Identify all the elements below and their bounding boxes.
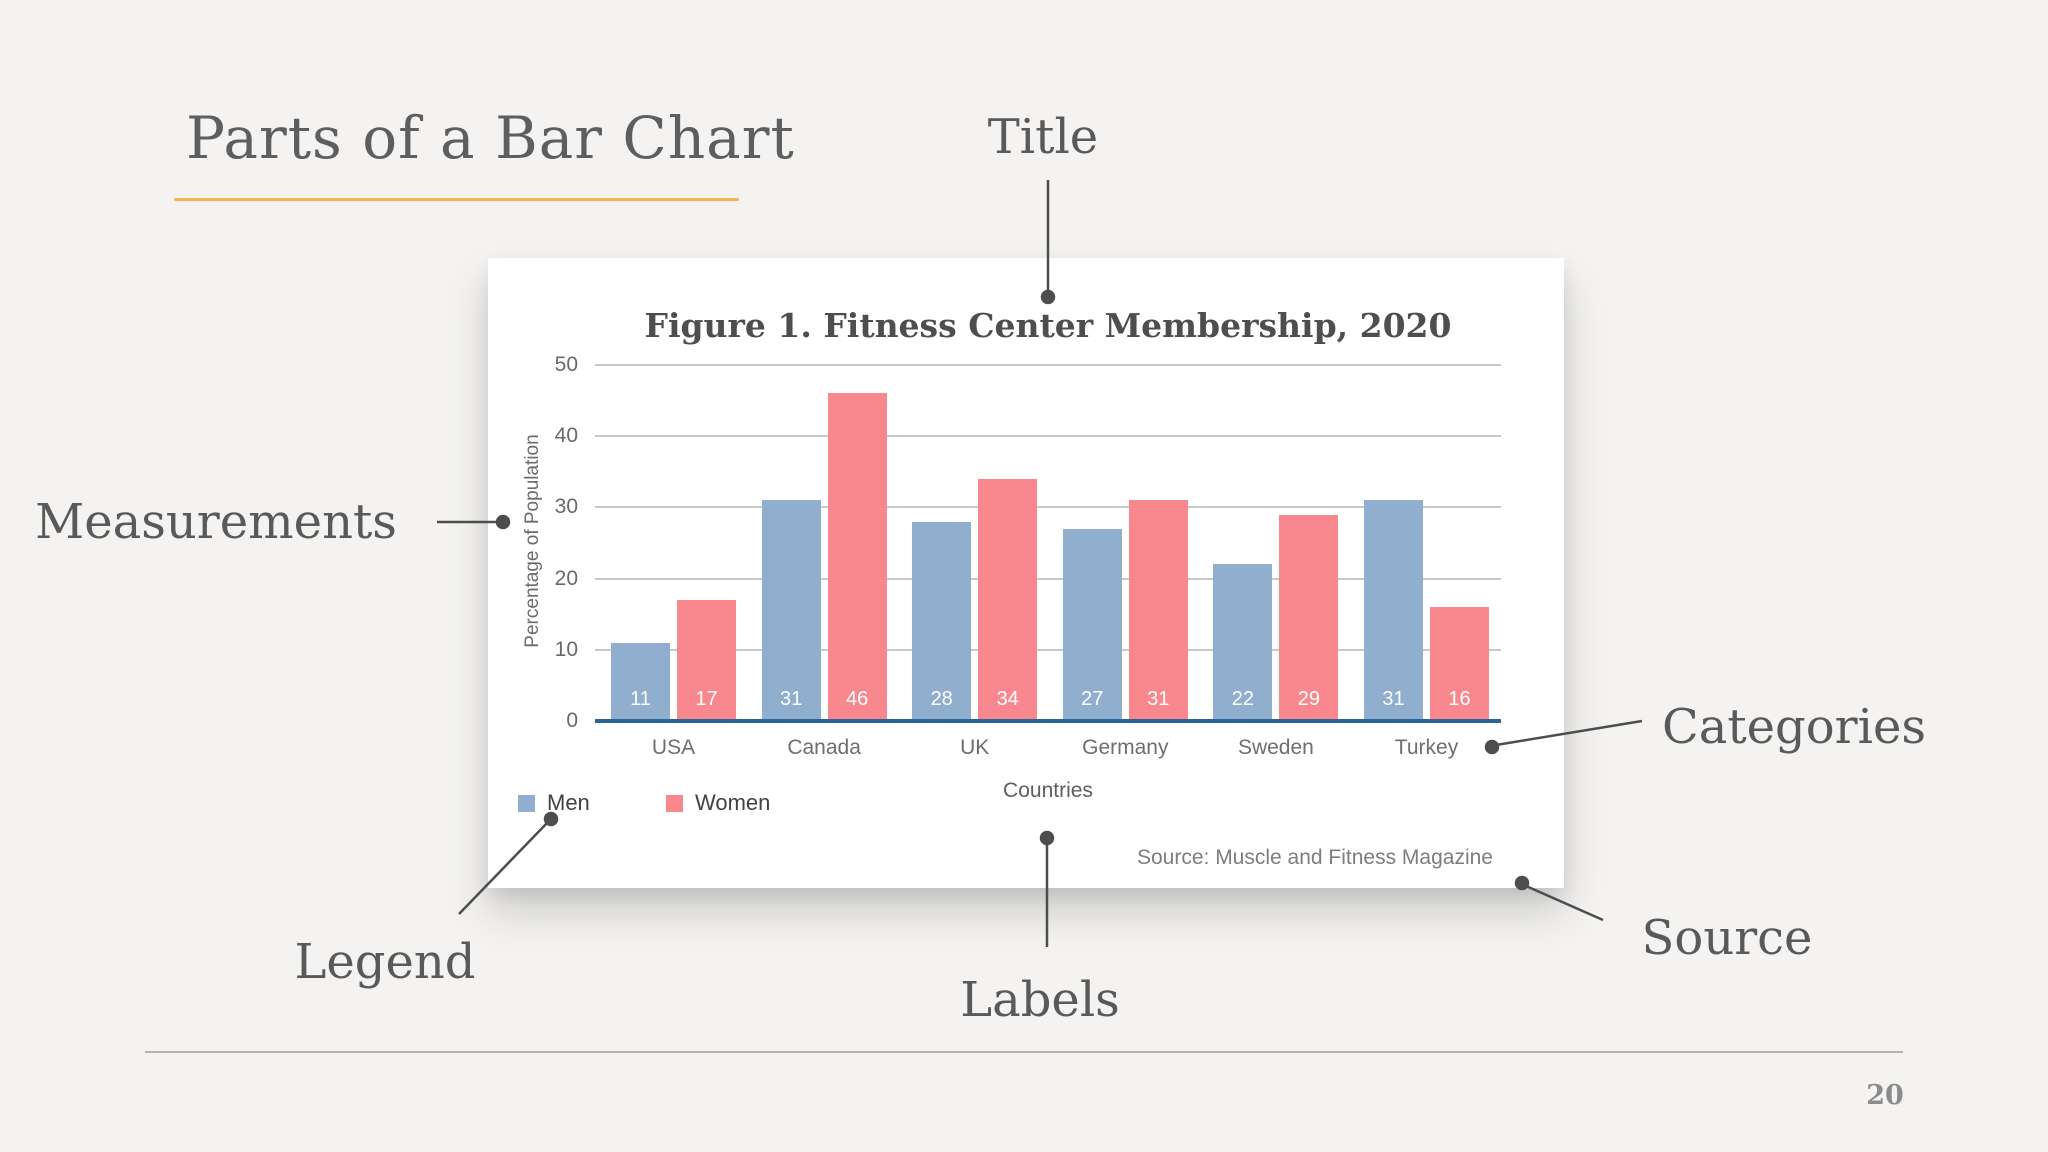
y-tick-label: 10	[554, 637, 578, 661]
bar-value-label: 31	[1147, 688, 1170, 710]
legend-label: Women	[695, 790, 771, 815]
category-label-turkey: Turkey	[1394, 736, 1459, 759]
bar-men-sweden	[1213, 564, 1273, 721]
category-label-germany: Germany	[1082, 736, 1169, 759]
legend-label: Men	[547, 790, 590, 815]
category-label-canada: Canada	[787, 736, 861, 759]
legend-item-men: Men	[518, 790, 590, 816]
chart-title: Figure 1. Fitness Center Membership, 202…	[644, 306, 1452, 345]
plot-area: 0 10 20 30 40 50 11 31 28 27 22 31 17 46 34 31 29 16 USA Ca…	[488, 258, 1564, 888]
source-note: Source: Muscle and Fitness Magazine	[1136, 846, 1493, 869]
bar-value-label: 22	[1231, 688, 1255, 710]
bar-men-turkey	[1364, 500, 1423, 721]
bar-value-label: 46	[845, 688, 869, 710]
legend-swatch-women	[666, 794, 683, 812]
bar-women-uk	[978, 478, 1038, 721]
x-axis-title: Countries	[1003, 779, 1093, 802]
bar-value-label: 17	[695, 688, 718, 710]
gridline	[595, 648, 1501, 651]
y-tick-label: 30	[554, 495, 578, 519]
bar-men-usa	[611, 642, 670, 721]
callout-source: Source	[1641, 910, 1813, 966]
y-tick-label: 50	[554, 353, 578, 376]
bar-value-label: 34	[996, 688, 1019, 710]
legend-item-women: Women	[666, 790, 770, 816]
callout-title: Title	[987, 109, 1099, 165]
bar-men-germany	[1062, 528, 1122, 721]
gridline	[595, 506, 1501, 509]
bar-men-canada	[761, 500, 821, 721]
bar-women-canada	[827, 393, 887, 721]
bar-value-label: 27	[1081, 688, 1104, 710]
bar-women-germany	[1128, 500, 1188, 721]
callout-measurements: Measurements	[35, 494, 397, 550]
bar-women-turkey	[1430, 607, 1489, 721]
chart-card: Figure 1. Fitness Center Membership, 202…	[488, 258, 1564, 888]
gridline	[595, 577, 1501, 580]
category-label-uk: UK	[960, 736, 990, 759]
bar-women-sweden	[1279, 514, 1339, 721]
callout-categories: Categories	[1662, 699, 1926, 755]
bar-value-label: 31	[1382, 688, 1405, 710]
page-number: 20	[1866, 1080, 1904, 1111]
bar-value-label: 11	[630, 688, 651, 710]
bar-value-label: 28	[930, 688, 953, 710]
category-label-sweden: Sweden	[1237, 736, 1314, 759]
bar-value-label: 16	[1448, 688, 1471, 710]
bar-men-uk	[912, 521, 972, 721]
y-tick-label: 20	[554, 566, 578, 590]
bar-value-label: 29	[1297, 688, 1321, 710]
connector-line-source	[1525, 884, 1604, 922]
legend-swatch-men	[518, 794, 535, 812]
y-tick-label: 0	[566, 709, 578, 732]
x-axis-line	[595, 719, 1501, 723]
bar-value-label: 31	[779, 688, 803, 710]
category-label-usa: USA	[651, 736, 696, 759]
y-tick-label: 40	[554, 424, 578, 448]
accent-underline	[174, 198, 739, 201]
gridline	[595, 364, 1501, 366]
footer-divider	[145, 1051, 1903, 1053]
gridline	[595, 435, 1501, 438]
callout-labels: Labels	[960, 972, 1120, 1028]
slide-title: Parts of a Bar Chart	[186, 104, 795, 172]
callout-legend: Legend	[294, 934, 476, 990]
bar-women-usa	[677, 599, 736, 721]
